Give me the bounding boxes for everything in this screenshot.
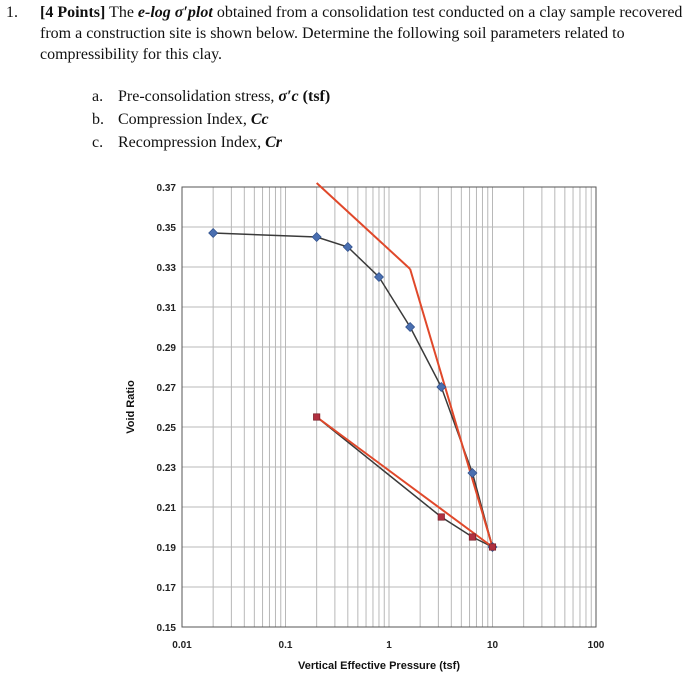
part-letter: c. <box>92 134 104 151</box>
data-point-diamond <box>436 382 447 392</box>
y-tick-label: 0.29 <box>157 343 177 354</box>
part-text: Compression Index, <box>118 111 247 128</box>
part-b: b. Compression Index, Cc <box>92 109 269 130</box>
data-point-diamond <box>208 228 219 238</box>
data-point-diamond <box>405 322 416 332</box>
series-line <box>316 416 493 548</box>
plot-name: e-log σ′plot <box>137 4 213 21</box>
part-symbol: Cc <box>250 111 269 128</box>
y-tick-label: 0.35 <box>157 223 177 234</box>
y-tick-label: 0.33 <box>157 263 177 274</box>
y-tick-label: 0.31 <box>157 303 177 314</box>
y-axis-label: Void Ratio <box>125 380 137 434</box>
y-tick-label: 0.27 <box>157 383 177 394</box>
intro-text-1: The <box>109 4 134 21</box>
question-number: 1. <box>6 4 18 21</box>
part-text: Pre-consolidation stress, <box>118 88 275 105</box>
construction-line <box>409 268 494 548</box>
question-text: [4 Points] The e-log σ′plot obtained fro… <box>40 2 686 65</box>
part-text: Recompression Index, <box>118 134 262 151</box>
part-letter: b. <box>92 111 104 128</box>
intro-text-2: obtained from a consolidation test condu… <box>40 4 683 63</box>
part-letter: a. <box>92 88 104 105</box>
plot-frame <box>181 186 597 628</box>
part-symbol: σ′c <box>278 88 299 105</box>
data-point-square <box>488 543 497 551</box>
x-axis-label: Vertical Effective Pressure (tsf) <box>298 660 460 672</box>
x-tick-label: 1 <box>386 640 392 651</box>
y-tick-label: 0.17 <box>157 583 177 594</box>
data-point-diamond <box>467 468 478 478</box>
data-point-square <box>468 533 476 541</box>
data-point-square <box>437 513 445 521</box>
x-tick-label: 10 <box>487 640 499 651</box>
x-tick-label: 0.01 <box>172 640 192 651</box>
part-c: c. Recompression Index, Cr <box>92 132 282 153</box>
x-tick-label: 100 <box>588 640 605 651</box>
part-unit: (tsf) <box>302 88 331 105</box>
x-tick-label: 0.1 <box>279 640 293 651</box>
part-a: a. Pre-consolidation stress, σ′c (tsf) <box>92 86 330 107</box>
data-point-diamond <box>311 232 322 242</box>
points-label: [4 Points] <box>40 4 106 21</box>
y-tick-label: 0.19 <box>157 543 177 554</box>
y-tick-label: 0.23 <box>157 463 177 474</box>
data-point-square <box>313 413 321 421</box>
data-point-diamond <box>373 272 384 282</box>
construction-line <box>315 182 411 270</box>
data-point-diamond <box>342 242 353 252</box>
y-tick-label: 0.15 <box>157 623 177 634</box>
construction-line <box>316 416 494 548</box>
y-tick-label: 0.21 <box>157 503 177 514</box>
y-tick-label: 0.37 <box>157 183 177 194</box>
y-tick-label: 0.25 <box>157 423 177 434</box>
part-symbol: Cr <box>265 134 282 151</box>
